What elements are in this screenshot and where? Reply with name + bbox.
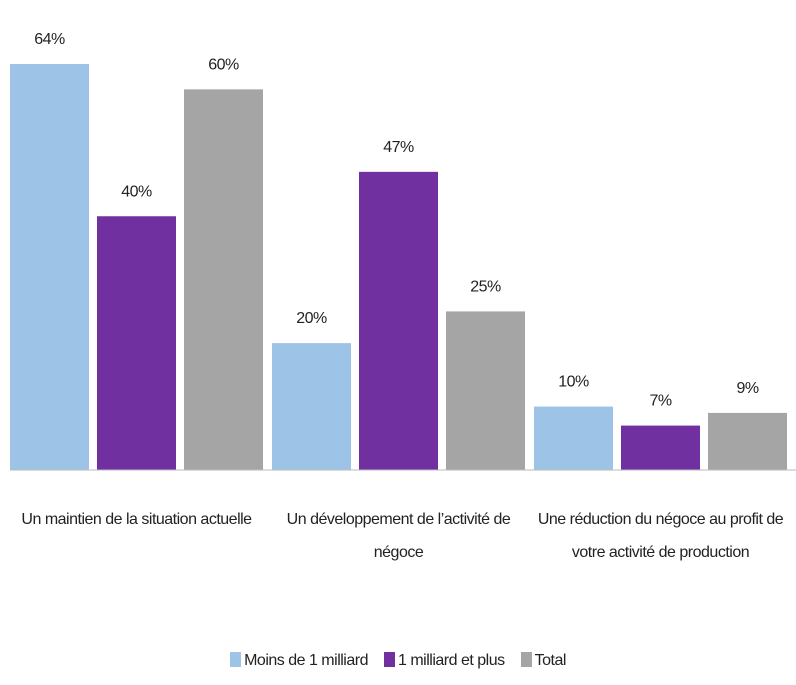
data-label: 64% bbox=[34, 31, 65, 48]
bar bbox=[534, 406, 613, 470]
legend: Moins de 1 milliard 1 milliard et plus Tot… bbox=[0, 652, 796, 670]
data-label: 9% bbox=[736, 380, 758, 397]
legend-item: 1 milliard et plus bbox=[383, 652, 505, 669]
legend-label: Total bbox=[534, 652, 567, 669]
bar bbox=[10, 64, 89, 470]
category-label: Un maintien de la situation actuelle bbox=[21, 511, 252, 528]
legend-label: Moins de 1 milliard bbox=[244, 652, 368, 669]
data-label: 20% bbox=[296, 310, 327, 327]
bar bbox=[184, 89, 263, 470]
legend-swatch bbox=[520, 652, 532, 667]
legend-item: Moins de 1 milliard bbox=[230, 652, 368, 669]
bar bbox=[359, 171, 438, 470]
data-label: 25% bbox=[470, 278, 501, 295]
data-label: 7% bbox=[649, 393, 671, 410]
data-label: 40% bbox=[121, 183, 152, 200]
data-label: 47% bbox=[383, 139, 414, 156]
legend-swatch bbox=[230, 652, 242, 667]
data-label: 10% bbox=[558, 374, 589, 391]
legend-item: Total bbox=[520, 652, 567, 669]
legend-swatch bbox=[383, 652, 395, 667]
bar bbox=[446, 311, 525, 470]
bar bbox=[621, 425, 700, 470]
category-label: Un développement de l’activité de négoce bbox=[286, 511, 511, 561]
bar bbox=[272, 343, 351, 470]
data-label: 60% bbox=[208, 56, 239, 73]
legend-label: 1 milliard et plus bbox=[397, 652, 505, 669]
bar bbox=[708, 412, 787, 470]
bar bbox=[97, 216, 176, 470]
category-label: Une réduction du négoce au profit de vot… bbox=[537, 511, 784, 561]
